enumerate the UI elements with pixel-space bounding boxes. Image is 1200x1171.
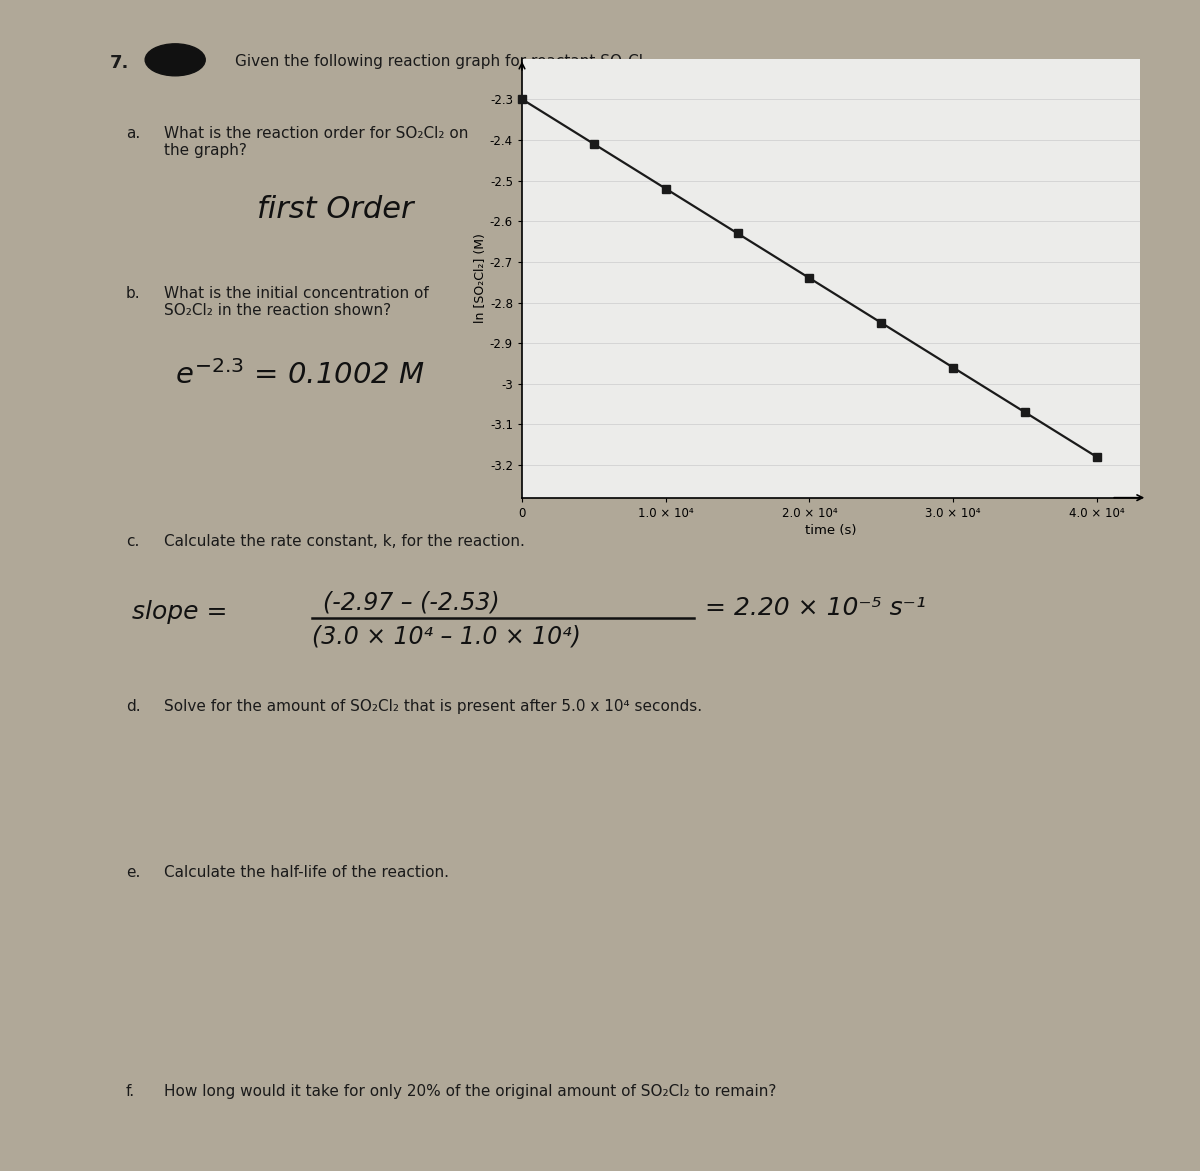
X-axis label: time (s): time (s) xyxy=(805,523,857,536)
Text: Calculate the rate constant, k, for the reaction.: Calculate the rate constant, k, for the … xyxy=(164,534,526,549)
Text: 7.: 7. xyxy=(109,54,130,73)
Text: d.: d. xyxy=(126,699,140,714)
Text: How long would it take for only 20% of the original amount of SO₂Cl₂ to remain?: How long would it take for only 20% of t… xyxy=(164,1084,776,1098)
Text: first Order: first Order xyxy=(257,194,414,224)
Text: b.: b. xyxy=(126,286,140,301)
Text: (-2.97 – (-2.53): (-2.97 – (-2.53) xyxy=(323,590,499,615)
Text: Solve for the amount of SO₂Cl₂ that is present after 5.0 x 10⁴ seconds.: Solve for the amount of SO₂Cl₂ that is p… xyxy=(164,699,702,714)
Text: (3.0 × 10⁴ – 1.0 × 10⁴): (3.0 × 10⁴ – 1.0 × 10⁴) xyxy=(312,625,581,649)
Text: What is the reaction order for SO₂Cl₂ on
the graph?: What is the reaction order for SO₂Cl₂ on… xyxy=(164,126,469,158)
Text: slope =: slope = xyxy=(132,600,227,624)
Text: Calculate the half-life of the reaction.: Calculate the half-life of the reaction. xyxy=(164,864,449,879)
Text: e.: e. xyxy=(126,864,140,879)
Text: f.: f. xyxy=(126,1084,136,1098)
Text: Given the following reaction graph for reactant SO₂Cl₂.: Given the following reaction graph for r… xyxy=(235,54,654,69)
Text: What is the initial concentration of
SO₂Cl₂ in the reaction shown?: What is the initial concentration of SO₂… xyxy=(164,286,430,319)
Y-axis label: ln [SO₂Cl₂] (M): ln [SO₂Cl₂] (M) xyxy=(474,233,487,323)
Text: $e^{-2.3}$ = 0.1002 M: $e^{-2.3}$ = 0.1002 M xyxy=(175,361,425,390)
Text: c.: c. xyxy=(126,534,139,549)
Ellipse shape xyxy=(145,43,205,76)
Text: a.: a. xyxy=(126,126,140,141)
Text: = 2.20 × 10⁻⁵ s⁻¹: = 2.20 × 10⁻⁵ s⁻¹ xyxy=(704,596,925,621)
